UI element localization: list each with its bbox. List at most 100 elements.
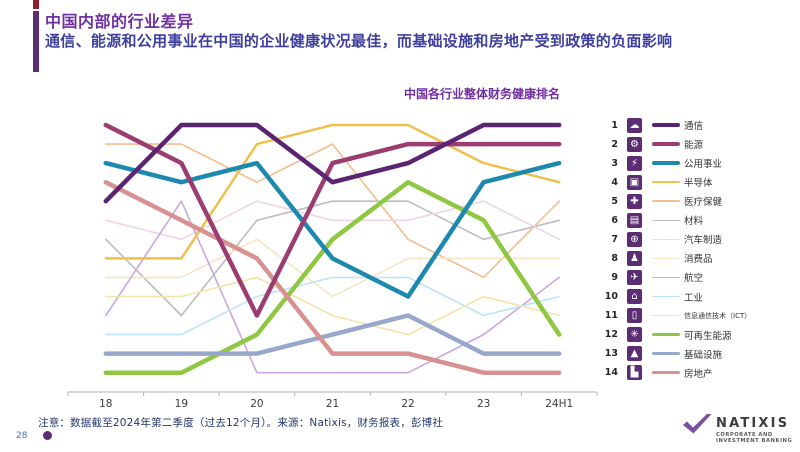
legend-row: 2 ⚙ 能源 <box>602 135 703 153</box>
legend-row: 11 ▯ 信息通信技术（ICT） <box>602 307 751 325</box>
series-line-power <box>103 160 562 299</box>
corner-accent-mark <box>33 0 39 9</box>
legend-rank-number: 10 <box>604 291 618 302</box>
legend-line-swatch <box>652 200 680 202</box>
x-axis-label: 23 <box>477 398 490 410</box>
legend-line-swatch <box>652 314 680 317</box>
legend-line-swatch <box>652 142 680 146</box>
legend-rank-number: 11 <box>604 310 618 321</box>
title-accent-bar <box>33 11 39 72</box>
series-line-chip <box>104 123 561 260</box>
legend-rank-number: 14 <box>604 367 618 379</box>
source-note: 注意：数据截至2024年第二季度（过去12个月）。来源：Natixis，财务报表… <box>38 417 444 429</box>
buildings-icon: ▙ <box>627 365 642 381</box>
legend-line-swatch <box>652 257 680 260</box>
series-line-cloud <box>103 122 562 204</box>
cloud-icon: ☁ <box>627 117 642 133</box>
legend-rank-number: 5 <box>611 195 618 207</box>
legend-row: 3 ⚡ 公用事业 <box>602 154 722 172</box>
legend-rank-number: 2 <box>611 138 618 150</box>
legend-label: 半导体 <box>684 178 713 190</box>
legend-line-swatch <box>652 370 680 375</box>
legend-rank-number: 13 <box>604 348 618 360</box>
x-axis-label: 19 <box>175 398 188 410</box>
tablet-icon: ▯ <box>627 308 642 323</box>
legend-rank-number: 9 <box>611 271 618 283</box>
page-title: 中国内部的行业差异 <box>45 12 194 31</box>
materials-icon: ▤ <box>627 212 642 228</box>
legend-label: 能源 <box>684 140 704 152</box>
legend-rank-number: 3 <box>611 157 618 169</box>
legend-line-swatch <box>652 161 680 165</box>
legend-label: 房地产 <box>684 368 713 380</box>
legend-rank-number: 7 <box>611 233 618 245</box>
legend-row: 14 ▙ 房地产 <box>602 364 713 382</box>
legend-label: 材料 <box>684 216 704 228</box>
series-line-tablet <box>105 276 561 336</box>
legend-row: 8 ♟ 消费品 <box>602 249 713 267</box>
legend-label: 航空 <box>684 273 704 285</box>
series-line-medical-cross <box>105 143 561 279</box>
x-axis-label: 22 <box>401 398 414 410</box>
series-line-wind-turbine <box>103 179 562 375</box>
road-icon: ▲ <box>627 346 642 362</box>
legend-line-swatch <box>652 123 680 127</box>
legend-rank-number: 1 <box>611 119 618 131</box>
x-axis-label: 18 <box>99 398 112 410</box>
legend-label: 消费品 <box>684 254 713 266</box>
legend-line-swatch <box>652 276 680 279</box>
oil-pump-icon: ⚙ <box>627 136 642 152</box>
legend-row: 5 ✚ 医疗保健 <box>602 192 722 210</box>
legend-label: 医疗保健 <box>684 197 723 209</box>
airplane-icon: ✈ <box>627 269 642 285</box>
series-line-consumer-goods <box>105 238 561 298</box>
series-line-materials <box>105 200 561 317</box>
medical-cross-icon: ✚ <box>627 193 642 209</box>
chart-title: 中国各行业整体财务健康排名 <box>404 87 561 101</box>
x-axis-label: 24H1 <box>545 398 573 410</box>
legend-row: 6 ▤ 材料 <box>602 211 703 229</box>
legend-line-swatch <box>652 351 680 356</box>
natixis-logo: NATIXIS CORPORATE AND INVESTMENT BANKING <box>682 412 794 444</box>
factory-icon: ⌂ <box>627 289 642 304</box>
series-line-airplane <box>105 200 561 374</box>
legend-rank-number: 4 <box>611 176 618 188</box>
series-line-buildings <box>103 179 562 375</box>
legend-line-swatch <box>652 295 680 298</box>
legend-row: 7 ⊕ 汽车制造 <box>602 230 722 248</box>
legend-rank-number: 8 <box>611 252 618 264</box>
legend-row: 13 ▲ 基础设施 <box>602 345 722 363</box>
consumer-goods-icon: ♟ <box>627 250 642 266</box>
footer-nav-dot <box>43 431 52 440</box>
series-line-road <box>103 313 562 356</box>
chip-icon: ▣ <box>627 174 642 190</box>
legend-line-swatch <box>652 238 680 241</box>
legend-rank-number: 12 <box>604 329 618 341</box>
logo-wordmark: NATIXIS <box>716 416 790 431</box>
page-subtitle: 通信、能源和公用事业在中国的企业健康状况最佳，而基础设施和房地产受到政策的负面影… <box>45 32 673 50</box>
legend-row: 10 ⌂ 工业 <box>602 288 703 306</box>
legend-line-swatch <box>652 332 680 337</box>
legend-label: 工业 <box>684 292 704 304</box>
series-line-oil-pump <box>103 122 562 318</box>
x-axis-label: 21 <box>326 398 339 410</box>
power-icon: ⚡ <box>627 155 642 171</box>
legend-row: 4 ▣ 半导体 <box>602 173 713 191</box>
legend-label: 汽车制造 <box>684 235 723 247</box>
legend-label: 基础设施 <box>684 349 723 361</box>
series-line-factory <box>105 276 561 336</box>
legend-line-swatch <box>652 219 680 222</box>
legend-line-swatch <box>652 181 680 183</box>
legend-label: 信息通信技术（ICT） <box>684 311 752 320</box>
logo-subtitle: CORPORATE AND INVESTMENT BANKING <box>716 432 793 444</box>
legend-label: 通信 <box>684 121 704 132</box>
legend-row: 1 ☁ 通信 <box>602 116 703 134</box>
series-line-car <box>105 200 561 241</box>
wind-turbine-icon: ✳ <box>627 327 642 343</box>
legend-rank-number: 6 <box>611 214 618 226</box>
natixis-check-icon <box>683 414 712 434</box>
x-axis-label: 20 <box>250 398 263 410</box>
legend-row: 12 ✳ 可再生能源 <box>602 326 732 344</box>
legend-row: 9 ✈ 航空 <box>602 268 703 286</box>
